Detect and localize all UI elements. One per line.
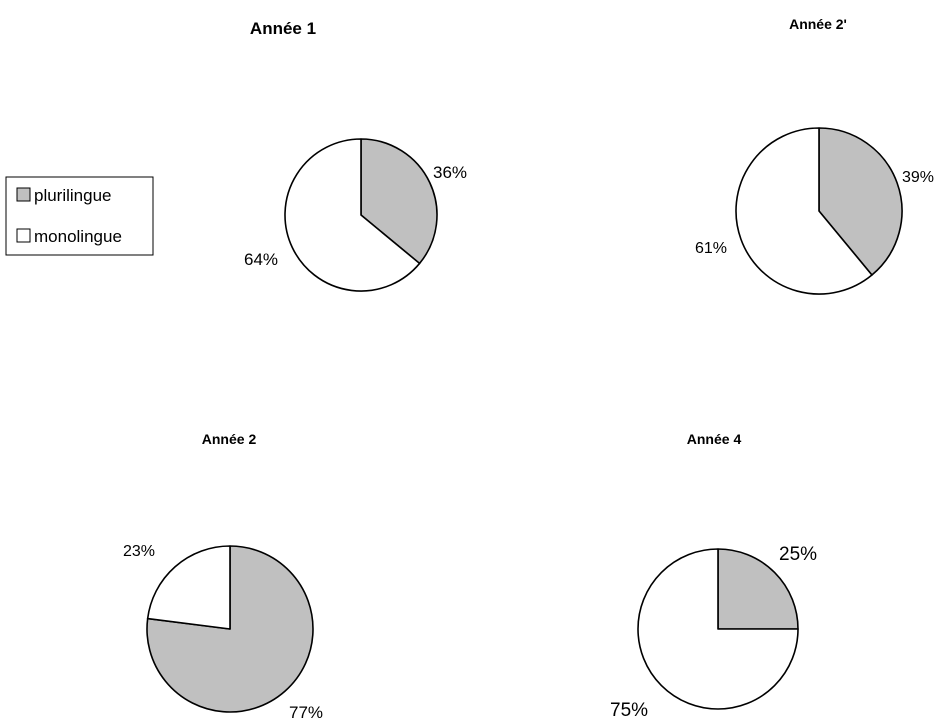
slice-label-monolingue: 75% bbox=[610, 700, 648, 720]
chart-title: Année 2' bbox=[789, 16, 847, 32]
slice-label-monolingue: 64% bbox=[244, 250, 278, 269]
pie-slices bbox=[146, 545, 314, 713]
pie-slice-monolingue bbox=[146, 545, 231, 630]
chart-annee-1: Année 1 36% 64% bbox=[244, 19, 467, 292]
chart-title: Année 1 bbox=[250, 19, 316, 38]
slice-label-monolingue: 61% bbox=[695, 240, 727, 257]
slice-label-monolingue: 23% bbox=[123, 543, 155, 560]
pie-slice-monolingue bbox=[637, 548, 799, 710]
slice-label-plurilingue: 36% bbox=[433, 163, 467, 182]
chart-annee-2-prime: Année 2' 39% 61% bbox=[695, 16, 934, 295]
pie-slice-plurilingue bbox=[818, 127, 903, 276]
chart-annee-2: Année 2 77% 23% bbox=[123, 431, 323, 720]
chart-title: Année 2 bbox=[202, 431, 257, 447]
pie-slices bbox=[284, 138, 438, 292]
pie-slice-monolingue bbox=[284, 138, 421, 292]
legend-label-plurilingue: plurilingue bbox=[34, 186, 112, 205]
slice-label-plurilingue: 77% bbox=[289, 703, 323, 720]
pie-slice-plurilingue bbox=[360, 138, 438, 265]
slice-label-plurilingue: 25% bbox=[779, 544, 817, 565]
slice-label-plurilingue: 39% bbox=[902, 169, 934, 186]
chart-annee-4: Année 4 25% 75% bbox=[610, 431, 817, 720]
pie-slice-monolingue bbox=[735, 127, 873, 295]
pie-slices bbox=[735, 127, 903, 295]
chart-title: Année 4 bbox=[687, 431, 742, 447]
pie-slice-plurilingue bbox=[717, 548, 799, 630]
legend-label-monolingue: monolingue bbox=[34, 227, 122, 246]
legend-swatch-monolingue bbox=[16, 228, 31, 243]
legend-swatch-plurilingue bbox=[16, 187, 31, 202]
legend: plurilingue monolingue bbox=[5, 176, 154, 256]
pie-slices bbox=[637, 548, 799, 710]
